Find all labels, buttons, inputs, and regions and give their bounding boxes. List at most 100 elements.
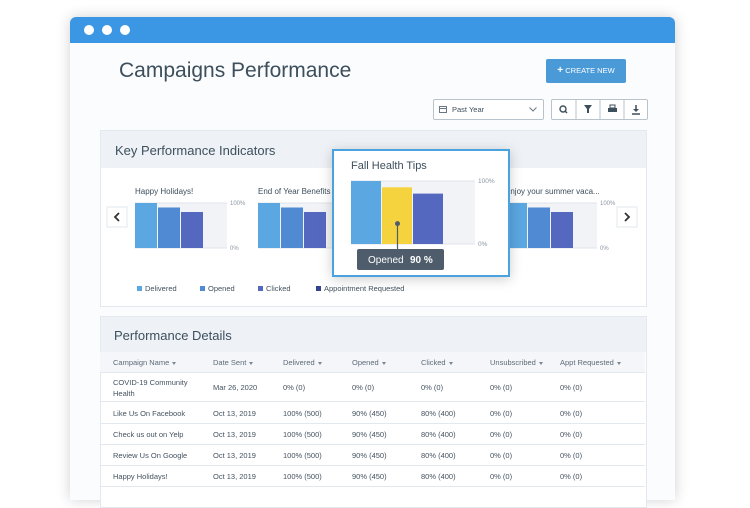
- create-button[interactable]: + CREATE NEW: [546, 59, 626, 83]
- sort-icon[interactable]: [448, 361, 453, 365]
- table-cell: Like Us On Facebook: [113, 402, 201, 424]
- window-dot: [84, 25, 94, 35]
- table-cell: Happy Holidays!: [113, 466, 201, 487]
- cell-text: 0% (0): [560, 430, 583, 439]
- cell-text: 0% (0): [560, 472, 583, 481]
- legend-swatch: [258, 286, 263, 291]
- toolbar-icons: [559, 100, 640, 119]
- mini-chart: 100% 0% Enjoy your summer vaca...: [505, 187, 616, 252]
- cell-text: 0% (0): [490, 430, 513, 439]
- window-dot: [102, 25, 112, 35]
- cell-text: 0% (0): [490, 408, 513, 418]
- bar: [135, 203, 157, 248]
- table-cell: 0% (0): [560, 424, 626, 445]
- table-cell: 80% (400): [421, 466, 487, 487]
- table-cell: 90% (450): [352, 424, 418, 445]
- table-header-row: [100, 352, 645, 373]
- cell-text: 0% (0): [283, 383, 306, 392]
- table-cell: 0% (0): [560, 445, 626, 466]
- table-cell: 80% (400): [421, 445, 487, 466]
- table-cell: 0% (0): [490, 445, 556, 466]
- column-header-label: Campaign Name: [113, 358, 170, 367]
- cell-text: 80% (400): [421, 430, 456, 439]
- cell-text: 0% (0): [490, 472, 513, 481]
- table-cell: 100% (500): [283, 424, 349, 445]
- cell-text: Check us out on Yelp: [113, 430, 184, 439]
- table-cell: 100% (500): [283, 402, 349, 424]
- column-header: Delivered: [283, 358, 322, 367]
- cell-text: 100% (500): [283, 408, 322, 418]
- bar: [281, 207, 303, 248]
- sort-icon[interactable]: [381, 361, 386, 365]
- cell-text: Oct 13, 2019: [213, 472, 256, 481]
- date-filter[interactable]: Past Year: [433, 99, 544, 120]
- cell-text: 0% (0): [421, 383, 444, 392]
- cell-text: Mar 26, 2020: [213, 383, 258, 392]
- sort-icon[interactable]: [172, 361, 177, 365]
- table-cell: 80% (400): [421, 424, 487, 445]
- table-cell: Oct 13, 2019: [213, 445, 279, 466]
- bar: [181, 212, 203, 248]
- table-cell: Review Us On Google: [113, 445, 201, 466]
- calendar-icon: [439, 106, 447, 113]
- bar: [258, 203, 280, 248]
- cell-text: 80% (400): [421, 408, 456, 418]
- column-header-label: Opened: [352, 358, 379, 367]
- sort-icon[interactable]: [538, 361, 543, 365]
- table-cell: 100% (500): [283, 466, 349, 487]
- cell-text: Oct 13, 2019: [213, 451, 256, 460]
- table-row: [100, 466, 645, 487]
- table-cell: Oct 13, 2019: [213, 424, 279, 445]
- cell-text: COVID-19 Community Health: [113, 377, 188, 398]
- table-cell: 100% (500): [283, 445, 349, 466]
- sort-icon[interactable]: [616, 361, 621, 365]
- create-button-label: CREATE NEW: [565, 66, 615, 75]
- table-row: [100, 373, 645, 402]
- cell-text: 80% (400): [421, 451, 456, 460]
- column-header-label: Date Sent: [213, 358, 247, 367]
- table-cell: 80% (400): [421, 402, 487, 424]
- mini-chart: 100% 0% Happy Holidays!: [135, 187, 246, 252]
- column-header: Appt Requested: [560, 358, 621, 367]
- kpi-title: Key Performance Indicators: [115, 143, 276, 158]
- legend-swatch: [200, 286, 205, 291]
- table-cell: 90% (450): [352, 402, 418, 424]
- cell-text: 0% (0): [490, 383, 513, 392]
- cell-text: 0% (0): [490, 451, 513, 460]
- y-tick-label: 0%: [230, 246, 239, 252]
- column-header-label: Appt Requested: [560, 358, 614, 367]
- chart-title: End of Year Benefits: [258, 187, 331, 196]
- table-row: [100, 424, 645, 445]
- cell-text: 0% (0): [560, 408, 583, 418]
- sort-icon[interactable]: [249, 361, 254, 365]
- table-cell: 0% (0): [560, 402, 626, 424]
- legend-swatch: [137, 286, 142, 291]
- legend-label: Appointment Requested: [324, 284, 404, 293]
- sort-icon[interactable]: [317, 361, 322, 365]
- page-title: Campaigns Performance: [119, 59, 352, 82]
- prev-arrow[interactable]: [106, 206, 128, 228]
- table-cell: Oct 13, 2019: [213, 466, 279, 487]
- cell-text: 100% (500): [283, 430, 322, 439]
- focused-chart: 100% 0% Fall Health Tips Opened 90 %: [351, 160, 495, 270]
- y-tick-label: 0%: [600, 246, 609, 252]
- bar: [351, 181, 381, 244]
- table-cell: 90% (450): [352, 445, 418, 466]
- cell-text: Oct 13, 2019: [213, 408, 256, 418]
- legend-swatch: [316, 286, 321, 291]
- column-header: Date Sent: [213, 358, 254, 367]
- column-header-label: Unsubscribed: [490, 358, 536, 367]
- column-header-label: Delivered: [283, 358, 315, 367]
- table-cell: 0% (0): [421, 373, 487, 402]
- cell-text: 100% (500): [283, 451, 322, 460]
- cell-text: 90% (450): [352, 472, 387, 481]
- cell-text: 90% (450): [352, 451, 387, 460]
- legend-label: Opened: [208, 284, 235, 293]
- bar: [551, 212, 573, 248]
- cell-text: 90% (450): [352, 430, 387, 439]
- next-arrow[interactable]: [616, 206, 638, 228]
- y-tick-label: 0%: [478, 241, 488, 248]
- y-tick-label: 100%: [478, 178, 495, 185]
- table-row: [100, 445, 645, 466]
- date-filter-label: Past Year: [452, 105, 485, 114]
